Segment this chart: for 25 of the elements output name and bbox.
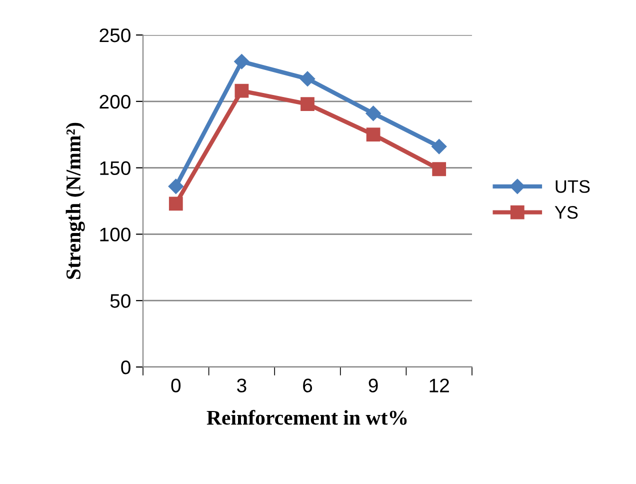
x-tick-label: 6 bbox=[303, 378, 312, 392]
point bbox=[168, 196, 183, 211]
legend-label: YS bbox=[554, 206, 578, 219]
point bbox=[300, 97, 314, 111]
y-tick-label: 200 bbox=[100, 94, 130, 109]
point bbox=[300, 71, 316, 86]
point bbox=[234, 54, 250, 70]
y-tick-label: 250 bbox=[100, 28, 130, 42]
x-tick-label: 0 bbox=[171, 378, 181, 392]
point bbox=[168, 178, 184, 194]
point bbox=[366, 106, 381, 121]
point bbox=[234, 84, 249, 98]
y-tick-label: 100 bbox=[100, 228, 130, 242]
x-tick-label: 9 bbox=[368, 378, 378, 392]
y-tick-label: 0 bbox=[121, 360, 130, 374]
x-tick-label: 12 bbox=[430, 378, 449, 392]
y-tick-label: 50 bbox=[110, 294, 130, 308]
point bbox=[432, 138, 447, 154]
x-tick-label: 3 bbox=[237, 378, 246, 392]
point bbox=[432, 162, 446, 176]
y-axis-title: Strength (N/mm²) bbox=[66, 122, 85, 279]
point bbox=[366, 128, 380, 142]
y-tick-label: 150 bbox=[100, 161, 130, 176]
x-axis-title: Reinforcement in wt% bbox=[206, 410, 407, 425]
legend-label: UTS bbox=[556, 180, 590, 193]
